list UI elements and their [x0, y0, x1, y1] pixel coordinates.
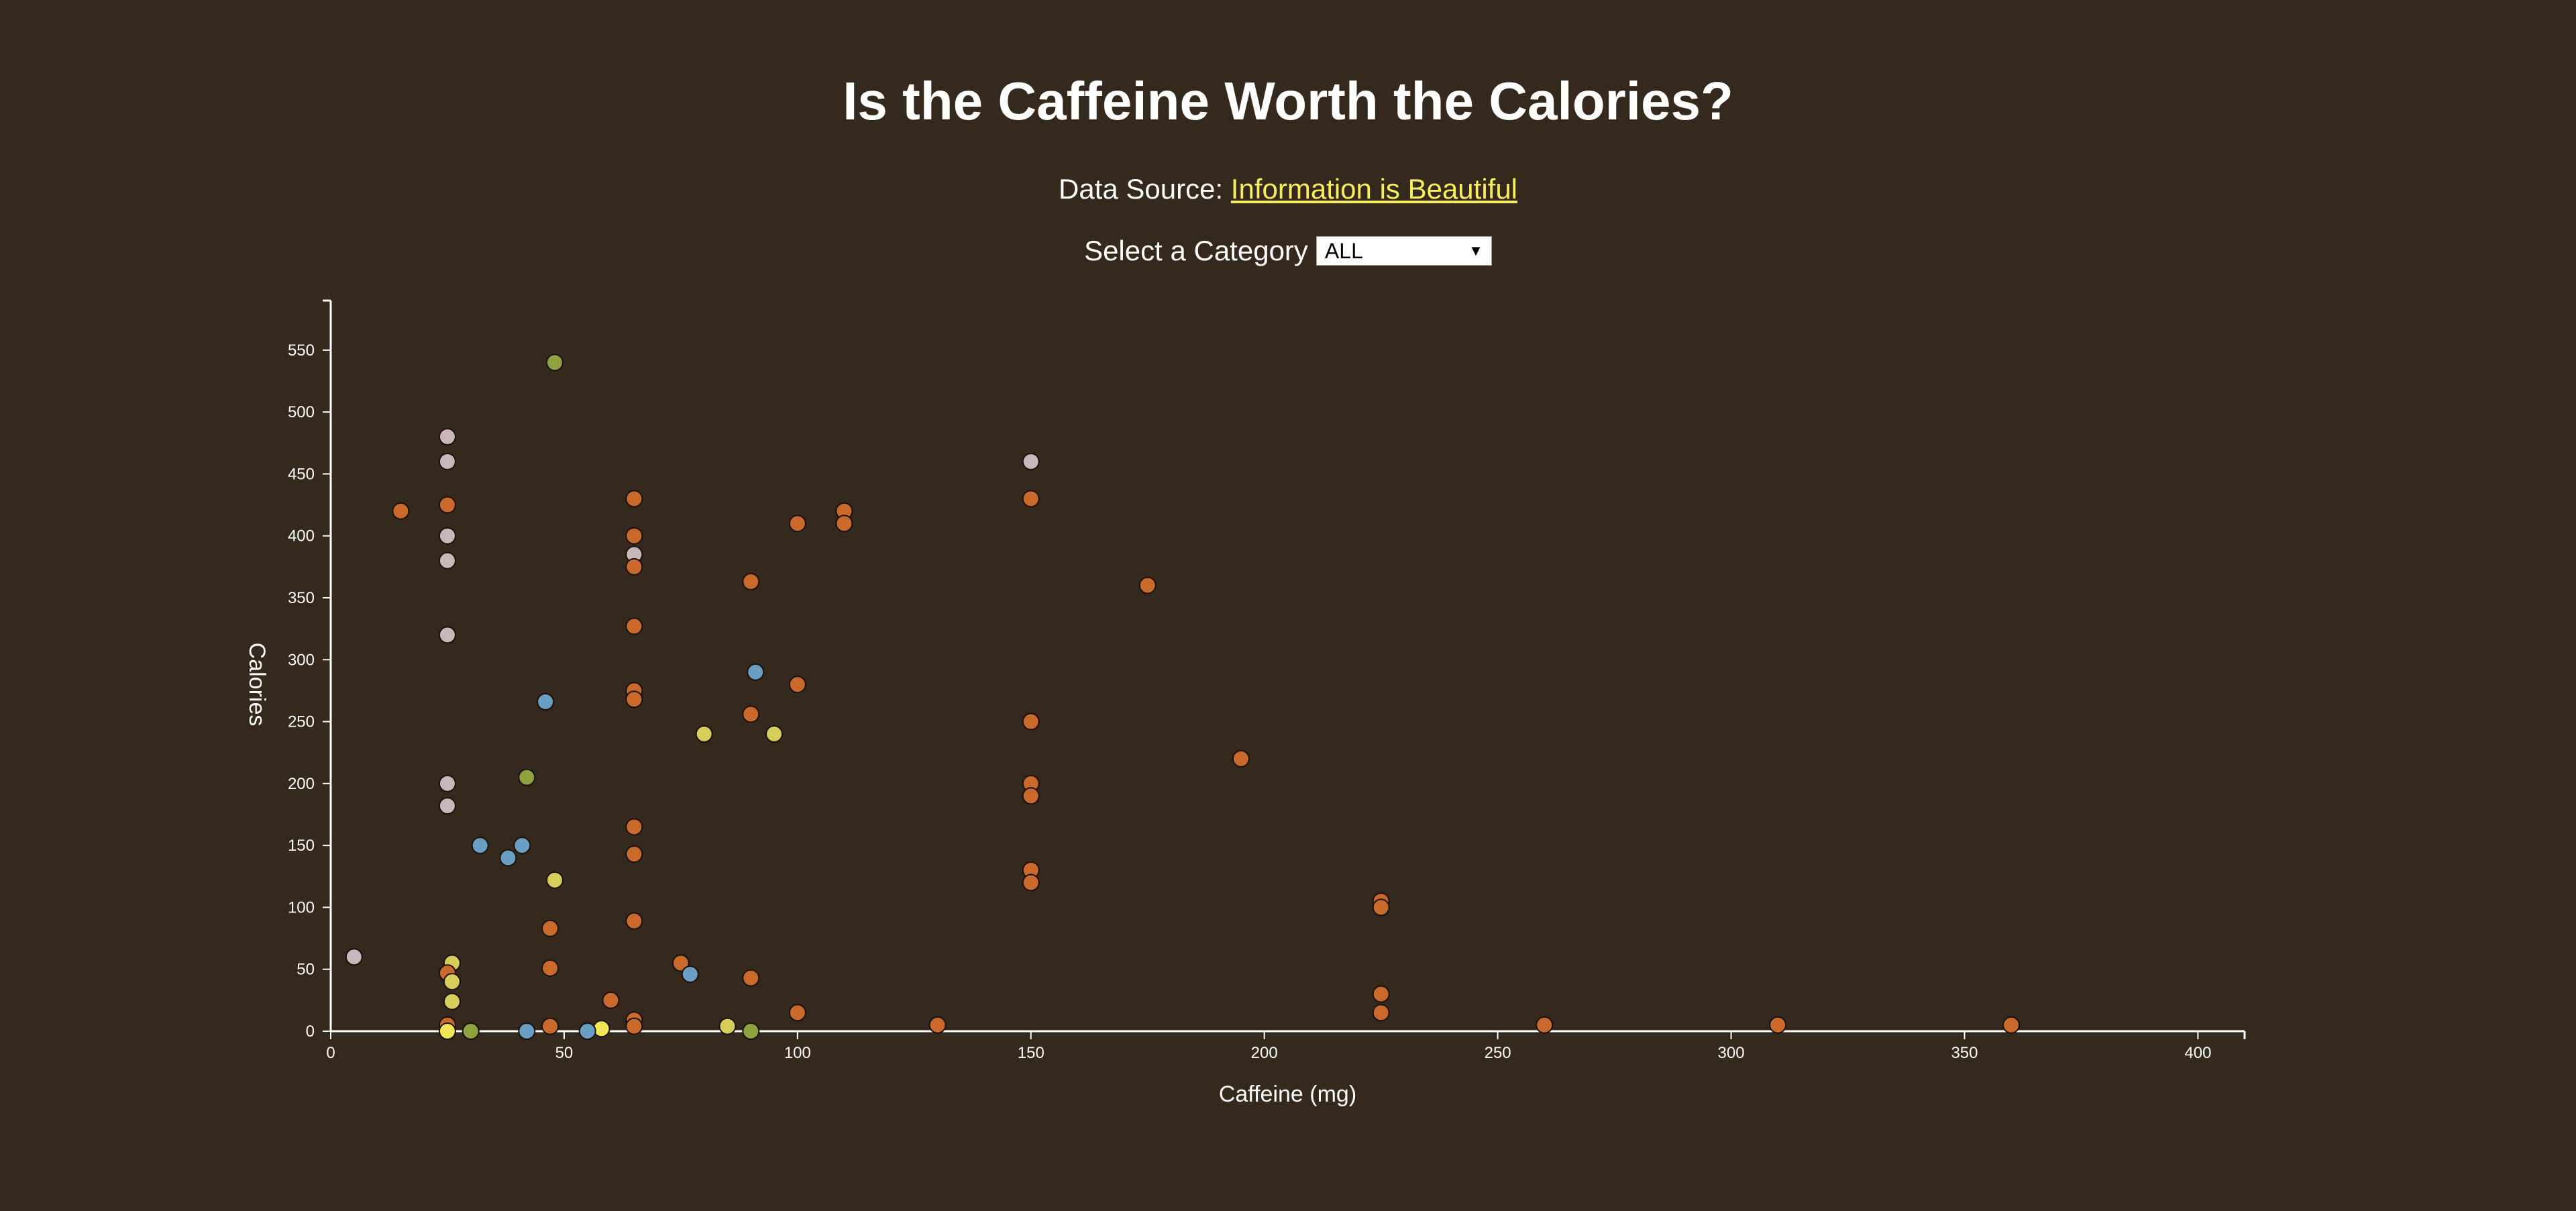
data-point	[765, 725, 784, 743]
y-tick-label: 550	[288, 341, 315, 360]
data-point	[1372, 985, 1390, 1003]
y-tick-label: 100	[288, 898, 315, 916]
data-point	[742, 969, 760, 987]
data-source-label: Data Source:	[1058, 173, 1224, 205]
y-tick-label: 200	[288, 775, 315, 793]
page-title: Is the Caffeine Worth the Calories?	[843, 71, 1733, 131]
data-point	[518, 768, 536, 786]
data-point	[742, 705, 760, 723]
data-point	[1138, 576, 1157, 594]
data-point	[438, 626, 456, 644]
data-point	[438, 428, 456, 446]
data-point	[546, 354, 564, 372]
data-point	[625, 690, 643, 708]
x-tick-label: 150	[1018, 1044, 1044, 1062]
data-source-link[interactable]: Information is Beautiful	[1230, 173, 1518, 205]
data-point	[928, 1016, 947, 1034]
data-point	[438, 452, 456, 470]
y-tick-label: 450	[288, 465, 315, 483]
data-point	[672, 954, 690, 972]
data-point	[438, 551, 456, 570]
x-tick-label: 50	[555, 1044, 574, 1062]
x-tick-label: 200	[1251, 1044, 1278, 1062]
data-point	[392, 502, 410, 520]
data-point	[718, 1017, 737, 1035]
x-tick-label: 350	[1951, 1044, 1978, 1062]
x-tick-label: 300	[1718, 1044, 1745, 1062]
data-point	[625, 490, 643, 508]
data-point	[541, 919, 559, 937]
data-point	[513, 837, 531, 855]
data-point	[1022, 713, 1040, 731]
data-point	[1022, 787, 1040, 805]
y-tick-label: 350	[288, 589, 315, 607]
data-point	[471, 837, 489, 855]
data-point	[537, 693, 555, 711]
x-tick-label: 0	[326, 1044, 335, 1062]
data-point	[438, 797, 456, 815]
y-tick-label: 300	[288, 651, 315, 669]
data-point	[1022, 490, 1040, 508]
y-tick-label: 250	[288, 713, 315, 731]
data-point	[438, 1022, 456, 1040]
y-tick-label: 400	[288, 527, 315, 545]
data-point	[541, 1017, 559, 1035]
data-point	[625, 818, 643, 836]
data-point	[438, 774, 456, 792]
data-point	[747, 663, 765, 681]
data-point	[546, 871, 564, 889]
data-point	[788, 676, 806, 694]
data-point	[443, 992, 461, 1010]
data-point	[443, 973, 461, 991]
data-point	[499, 849, 517, 867]
x-axis-title: Caffeine (mg)	[1219, 1082, 1356, 1107]
data-point	[541, 959, 559, 977]
data-point	[681, 965, 699, 984]
data-point	[1022, 452, 1040, 470]
data-point	[2002, 1016, 2021, 1034]
data-point	[625, 1017, 643, 1035]
data-point	[1769, 1016, 1787, 1034]
category-select[interactable]: ALL ▼	[1316, 236, 1492, 266]
data-point	[625, 617, 643, 635]
x-tick-label: 100	[784, 1044, 811, 1062]
data-point	[695, 725, 713, 743]
data-point	[1372, 1004, 1390, 1022]
data-point	[345, 948, 363, 966]
data-point	[1536, 1016, 1554, 1034]
data-point	[438, 496, 456, 514]
y-axis-title: Calories	[244, 643, 270, 727]
data-point	[835, 515, 853, 533]
data-point	[578, 1022, 596, 1040]
data-point	[438, 527, 456, 545]
data-source-line: Data Source: Information is Beautiful	[0, 173, 2576, 205]
data-point	[592, 1020, 610, 1038]
data-point	[625, 912, 643, 930]
x-tick-label: 400	[2184, 1044, 2211, 1062]
category-select-label: Select a Category	[1084, 235, 1308, 266]
y-tick-label: 0	[306, 1022, 315, 1041]
data-point	[788, 1004, 806, 1022]
y-tick-label: 150	[288, 837, 315, 855]
x-tick-label: 250	[1485, 1044, 1511, 1062]
data-point	[742, 572, 760, 590]
chevron-down-icon: ▼	[1468, 242, 1483, 259]
data-point	[625, 845, 643, 863]
data-point	[625, 558, 643, 576]
y-tick-label: 500	[288, 403, 315, 421]
data-point	[788, 515, 806, 533]
category-select-value: ALL	[1324, 238, 1363, 263]
data-point	[602, 991, 620, 1009]
data-point	[1232, 749, 1250, 768]
data-point	[742, 1022, 760, 1040]
data-point	[1372, 898, 1390, 916]
data-point	[625, 527, 643, 545]
data-point	[462, 1022, 480, 1040]
y-tick-label: 50	[297, 961, 315, 979]
data-point	[1022, 874, 1040, 892]
data-point	[518, 1022, 536, 1040]
category-selector: Select a Category ALL ▼	[0, 235, 2576, 267]
